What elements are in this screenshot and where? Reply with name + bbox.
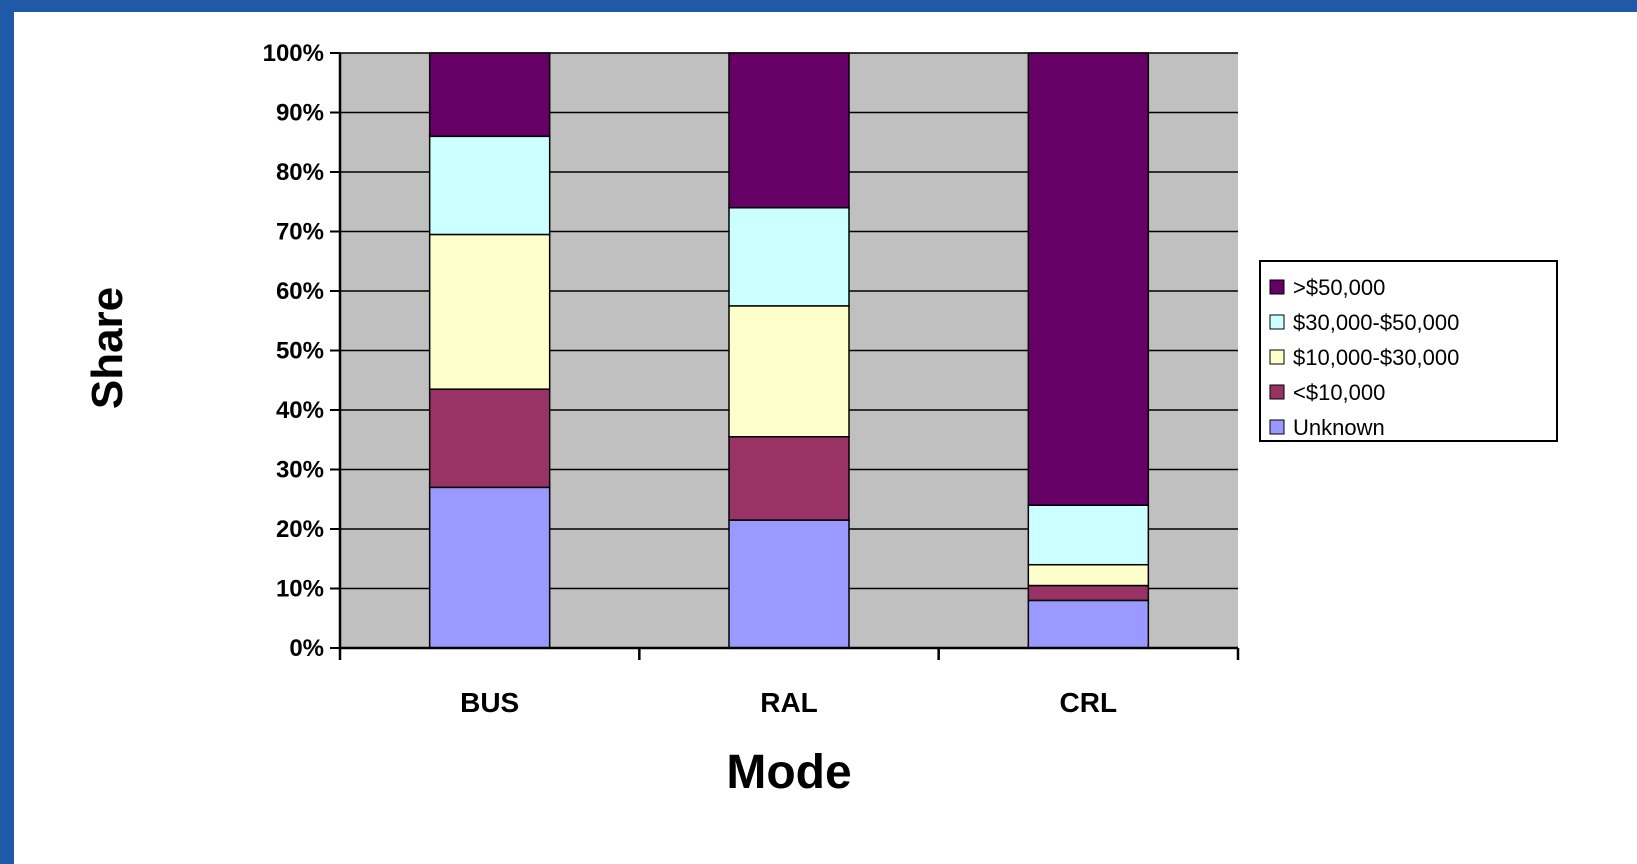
bar-segment <box>1027 584 1150 602</box>
x-axis-title: Mode <box>726 746 851 799</box>
bar-segment <box>728 519 850 649</box>
bar-segment <box>728 305 850 438</box>
bar-segment <box>428 52 551 138</box>
x-category-label: RAL <box>760 687 818 718</box>
x-category-labels: BUS RAL CRL <box>460 687 1117 718</box>
y-tick-label: 80% <box>276 159 324 186</box>
bar-segment <box>1027 52 1150 506</box>
x-category-label: BUS <box>460 687 519 718</box>
y-axis-title: Share <box>83 287 132 409</box>
bar-segment <box>728 52 850 209</box>
y-tick-labels: 0% 10% 20% 30% 40% 50% 60% 70% 80% 90% 100% <box>263 40 324 662</box>
legend-swatch <box>1269 314 1285 330</box>
bar-segment <box>1027 599 1150 649</box>
y-tick-label: 50% <box>276 338 324 365</box>
y-tick-label: 100% <box>263 40 324 67</box>
legend-swatch <box>1269 419 1285 435</box>
slide: 0% 10% 20% 30% 40% 50% 60% 70% 80% 90% 100% BUS RAL… <box>14 12 1637 864</box>
bars <box>428 52 1150 649</box>
bar-segment <box>428 233 551 390</box>
y-tick-label: 20% <box>276 516 324 543</box>
y-tick-label: 0% <box>289 635 324 662</box>
bar-segment <box>728 436 850 521</box>
x-category-label: CRL <box>1060 687 1118 718</box>
y-tick-label: 40% <box>276 397 324 424</box>
legend-label: <$10,000 <box>1293 380 1385 405</box>
legend-swatch <box>1269 349 1285 365</box>
y-tick-label: 10% <box>276 576 324 603</box>
bar-segment <box>1027 563 1150 587</box>
y-tick-label: 70% <box>276 219 324 246</box>
legend-swatch <box>1269 384 1285 400</box>
legend: >$50,000 $30,000-$50,000 $10,000-$30,000 <$… <box>1259 260 1558 442</box>
stacked-bar-chart: 0% 10% 20% 30% 40% 50% 60% 70% 80% 90% 100% BUS RAL… <box>83 40 1558 799</box>
legend-box <box>1259 260 1558 442</box>
y-tick-label: 60% <box>276 278 324 305</box>
bar-segment <box>428 388 551 489</box>
bar-segment <box>428 486 551 649</box>
legend-swatch <box>1269 279 1285 295</box>
legend-label: $10,000-$30,000 <box>1293 345 1459 370</box>
y-tick-label: 30% <box>276 457 324 484</box>
legend-label: >$50,000 <box>1293 275 1385 300</box>
y-tick-label: 90% <box>276 100 324 127</box>
bar-segment <box>1027 504 1150 566</box>
legend-label: $30,000-$50,000 <box>1293 310 1459 335</box>
bar-segment <box>728 206 850 307</box>
axes <box>330 52 1240 660</box>
legend-label: Unknown <box>1293 415 1385 440</box>
bar-segment <box>428 135 551 236</box>
